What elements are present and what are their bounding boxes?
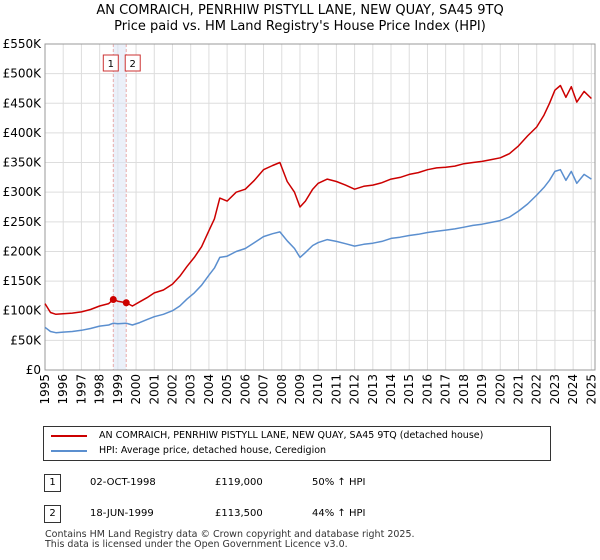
- sale-hpi-change: 50% ↑ HPI: [312, 477, 366, 488]
- chart-title-line2: Price paid vs. HM Land Registry's House …: [114, 19, 486, 34]
- sale-label-number: 1: [108, 59, 114, 70]
- y-tick-label: £400K: [3, 126, 43, 140]
- x-tick-label: 2021: [512, 374, 526, 405]
- y-tick-label: £250K: [3, 215, 43, 229]
- sale-price: £113,500: [215, 508, 263, 519]
- y-tick-label: £500K: [3, 67, 43, 81]
- x-tick-label: 2024: [566, 374, 580, 405]
- footer-attribution: Contains HM Land Registry data © Crown c…: [45, 530, 415, 550]
- y-tick-label: £550K: [3, 37, 43, 51]
- x-tick-label: 1999: [111, 374, 125, 405]
- y-tick-label: £200K: [3, 244, 43, 258]
- x-tick-label: 2012: [348, 374, 362, 405]
- x-tick-label: 1995: [38, 374, 52, 405]
- footer-line-2: This data is licensed under the Open Gov…: [45, 539, 348, 550]
- y-tick-label: £50K: [10, 333, 42, 347]
- x-tick-label: 2013: [366, 374, 380, 405]
- x-tick-label: 2005: [220, 374, 234, 405]
- x-tick-label: 2017: [439, 374, 453, 405]
- sale-label-box: [124, 54, 141, 72]
- plot-area: [45, 44, 595, 370]
- x-tick-label: 2006: [238, 374, 252, 405]
- legend-line-property: [51, 435, 87, 437]
- x-tick-label: 2010: [311, 374, 325, 405]
- footer-line-1: Contains HM Land Registry data © Crown c…: [45, 529, 415, 540]
- x-tick-label: 2008: [275, 374, 289, 405]
- sale-date: 18-JUN-1999: [90, 508, 154, 519]
- x-tick-label: 2003: [184, 374, 198, 405]
- property-price-line: [44, 84, 592, 316]
- sale-number-badge: 1: [44, 474, 61, 492]
- y-tick-label: £450K: [3, 96, 43, 110]
- x-tick-label: 2000: [129, 374, 143, 405]
- x-tick-label: 2014: [384, 374, 398, 405]
- sale-period-band: [113, 44, 127, 370]
- legend-item-property: AN COMRAICH, PENRHIW PISTYLL LANE, NEW Q…: [44, 429, 550, 443]
- legend-label-property: AN COMRAICH, PENRHIW PISTYLL LANE, NEW Q…: [99, 430, 484, 441]
- x-tick-label: 2022: [530, 374, 544, 405]
- x-tick-label: 2001: [147, 374, 161, 405]
- x-tick-label: 2020: [493, 374, 507, 405]
- plot-frame: [44, 43, 596, 371]
- x-tick-label: 1997: [74, 374, 88, 405]
- x-tick-label: 2002: [165, 374, 179, 405]
- sale-point: [122, 299, 130, 307]
- x-tick-label: 1996: [56, 374, 70, 405]
- x-tick-label: 2011: [329, 374, 343, 405]
- x-tick-label: 1998: [93, 374, 107, 405]
- sale-hpi-change: 44% ↑ HPI: [312, 508, 366, 519]
- sale-price: £119,000: [215, 477, 263, 488]
- y-tick-label: £150K: [3, 274, 43, 288]
- x-tick-label: 2007: [257, 374, 271, 405]
- x-tick-label: 2009: [293, 374, 307, 405]
- x-tick-label: 2019: [475, 374, 489, 405]
- y-tick-label: £0: [26, 363, 41, 377]
- y-tick-label: £100K: [3, 304, 43, 318]
- hpi-line: [44, 168, 592, 334]
- legend-label-hpi: HPI: Average price, detached house, Cere…: [99, 445, 327, 456]
- chart-title-line1: AN COMRAICH, PENRHIW PISTYLL LANE, NEW Q…: [96, 3, 503, 18]
- price-chart: AN COMRAICH, PENRHIW PISTYLL LANE, NEW Q…: [3, 3, 599, 405]
- sale-label-number: 2: [130, 59, 136, 70]
- sale-date: 02-OCT-1998: [90, 477, 156, 488]
- sale-point: [109, 295, 117, 303]
- x-tick-label: 2025: [584, 374, 598, 405]
- y-tick-label: £350K: [3, 156, 43, 170]
- legend-line-hpi: [51, 450, 87, 452]
- sale-number-badge: 2: [44, 505, 61, 523]
- sale-label-box: [102, 54, 119, 72]
- x-tick-label: 2023: [548, 374, 562, 405]
- y-tick-label: £300K: [3, 185, 43, 199]
- x-tick-label: 2004: [202, 374, 216, 405]
- x-tick-label: 2016: [420, 374, 434, 405]
- legend-item-hpi: HPI: Average price, detached house, Cere…: [44, 444, 550, 458]
- x-tick-label: 2015: [402, 374, 416, 405]
- x-tick-label: 2018: [457, 374, 471, 405]
- chart-legend: AN COMRAICH, PENRHIW PISTYLL LANE, NEW Q…: [43, 426, 551, 461]
